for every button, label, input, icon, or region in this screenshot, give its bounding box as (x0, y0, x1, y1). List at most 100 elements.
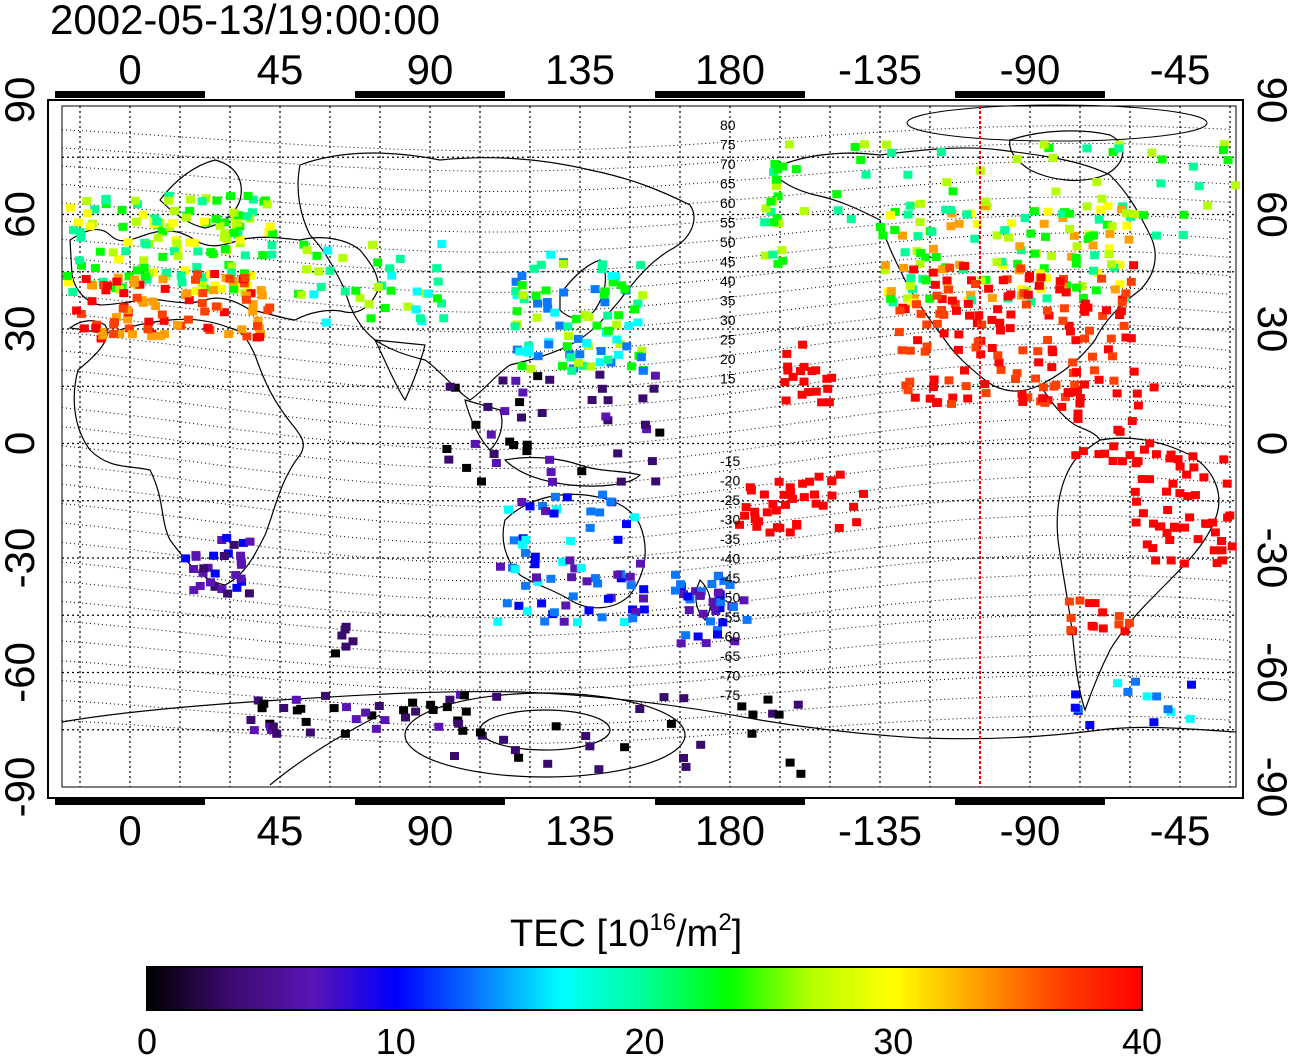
contour-label: 25 (720, 332, 736, 348)
tec-pixel (62, 271, 72, 280)
tec-pixel (965, 311, 974, 320)
tec-pixel (920, 253, 930, 262)
tec-pixel (123, 315, 133, 324)
tec-pixel (947, 399, 956, 408)
tec-pixel (454, 719, 464, 728)
tec-pixel (1058, 209, 1068, 218)
tec-pixel (341, 622, 351, 631)
tec-pixel (1090, 599, 1100, 608)
tec-pixel (158, 252, 168, 261)
tec-pixel (1208, 518, 1218, 527)
tec-pixel (523, 348, 533, 357)
tec-pixel (972, 220, 982, 228)
tec-pixel (1092, 178, 1102, 186)
tec-pixel (905, 201, 915, 210)
contour-label: 80 (720, 117, 736, 133)
tec-pixel (380, 716, 390, 725)
contour-line (61, 342, 1231, 392)
tec-pixel (778, 256, 788, 265)
tec-pixel (595, 358, 605, 367)
tec-pixel (1060, 393, 1070, 402)
tec-pixel (567, 573, 577, 582)
tec-pixel (128, 330, 137, 339)
tec-pixel (814, 472, 824, 481)
tec-pixel (253, 322, 262, 330)
tec-pixel (846, 215, 856, 224)
tec-pixel (769, 218, 779, 227)
tec-pixel (1055, 285, 1065, 294)
tec-pixel (1072, 387, 1082, 396)
tec-pixel (603, 326, 613, 335)
tec-pixel (750, 507, 760, 516)
tec-pixel (1117, 298, 1127, 307)
tec-pixel (962, 210, 972, 219)
tec-pixel (765, 528, 775, 537)
tec-pixel (139, 256, 149, 265)
tec-pixel (639, 605, 649, 614)
tec-pixel (563, 332, 573, 340)
tec-pixel (927, 227, 937, 236)
contour-label: 15 (720, 371, 736, 387)
tec-pixel (1066, 626, 1076, 634)
tec-pixel (786, 487, 796, 496)
tec-pixel (158, 227, 168, 236)
tec-pixel (83, 209, 93, 218)
tec-pixel (253, 696, 263, 705)
contour-label: -40 (720, 551, 740, 567)
tec-pixel (603, 594, 613, 603)
tec-pixel (493, 617, 503, 626)
tec-pixel (148, 297, 158, 306)
tec-pixel (617, 281, 627, 290)
tec-pixel (1016, 264, 1026, 273)
tec-pixel (981, 197, 991, 206)
tec-pixel (551, 722, 561, 731)
tec-pixel (461, 707, 471, 716)
tec-pixel (666, 719, 676, 728)
tec-pixel (265, 222, 275, 231)
tec-pixel (1098, 624, 1108, 633)
tec-pixel (638, 394, 648, 403)
tec-pixel (963, 394, 973, 403)
tec-pixel (299, 240, 309, 249)
contour-label: -20 (720, 473, 740, 489)
tec-pixel (247, 208, 257, 217)
tec-pixel (890, 226, 900, 234)
tec-pixel (518, 291, 528, 300)
tec-pixel (1065, 389, 1075, 397)
bottom-lon-label: -90 (1000, 807, 1061, 854)
tec-pixel (515, 347, 525, 356)
contour-label: 65 (720, 176, 736, 192)
tec-pixel (1039, 140, 1049, 149)
tec-pixel (1006, 310, 1016, 319)
tec-pixel (471, 420, 481, 429)
right-lat-label: 30 (1249, 306, 1292, 353)
tec-pixel (1091, 286, 1101, 295)
top-tick-bar (55, 91, 205, 98)
tec-pixel (573, 334, 583, 343)
tec-pixel (1097, 274, 1107, 283)
tec-pixel (240, 273, 250, 282)
tec-pixel (974, 311, 984, 320)
tec-pixel (470, 439, 480, 448)
tec-pixel (373, 258, 383, 267)
tec-pixel (450, 383, 460, 392)
tec-pixel (1120, 627, 1130, 636)
tec-pixel (948, 393, 958, 402)
tec-pixel (1005, 324, 1015, 333)
tec-pixel (1035, 269, 1045, 278)
tec-pixel (696, 587, 706, 596)
tec-pixel (1190, 491, 1200, 500)
tec-pixel (1034, 281, 1044, 290)
tec-pixel (511, 287, 521, 296)
contour-line (61, 475, 1231, 526)
tec-pixel (1023, 290, 1033, 299)
tec-pixel (1131, 518, 1141, 527)
tec-pixel (168, 219, 178, 228)
tec-pixel (1104, 244, 1114, 253)
tec-pixel (183, 315, 193, 324)
tec-pixel (1108, 457, 1118, 465)
contour-label: 75 (720, 137, 736, 153)
tec-pixel (932, 319, 942, 328)
contour-label: 35 (720, 293, 736, 309)
tec-pixel (559, 617, 569, 626)
